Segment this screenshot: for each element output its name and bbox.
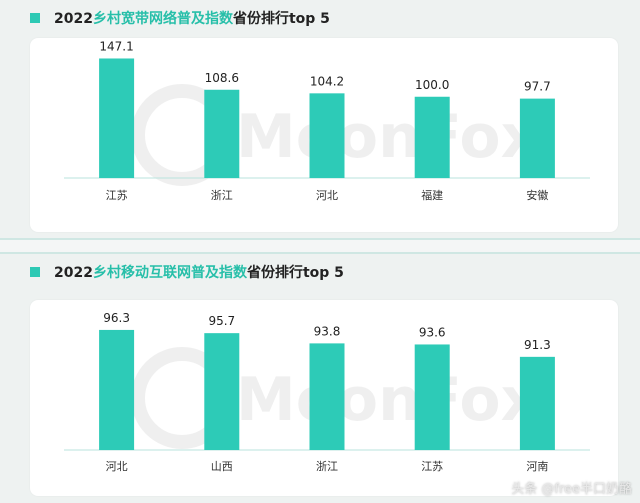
bar-chart-broadband: MoonFox 147.1 江苏 108.6 浙江 104.2 河北 100.0 福建 97.7 安… bbox=[64, 39, 590, 202]
data-label: 93.8 bbox=[314, 324, 341, 338]
bar-河北 bbox=[309, 93, 345, 178]
bar-浙江 bbox=[309, 343, 345, 450]
category-label: 河北 bbox=[106, 460, 128, 473]
bar-河南 bbox=[519, 356, 555, 450]
title-highlight: 乡村宽带网络普及指数 bbox=[92, 11, 233, 27]
bar-江苏 bbox=[414, 344, 450, 450]
watermark-logo: MoonFox bbox=[131, 347, 539, 449]
category-label: 河南 bbox=[526, 460, 548, 473]
chart-card: MoonFox 96.3 河北 95.7 山西 93.8 浙江 93.6 江苏 91.3 河南 bbox=[30, 300, 618, 496]
title-suffix: 省份排行top 5 bbox=[246, 265, 344, 281]
category-label: 河北 bbox=[316, 189, 338, 202]
category-label: 浙江 bbox=[316, 460, 338, 473]
data-label: 91.3 bbox=[524, 338, 551, 352]
watermark-text: MoonFox bbox=[236, 365, 539, 435]
bar-浙江 bbox=[204, 89, 240, 178]
chart-title-bar: 2022乡村移动互联网普及指数省份排行top 5 bbox=[30, 262, 344, 282]
chart-title: 2022乡村宽带网络普及指数省份排行top 5 bbox=[54, 8, 330, 28]
bar-chart-mobile: MoonFox 96.3 河北 95.7 山西 93.8 浙江 93.6 江苏 91.3 河南 bbox=[64, 311, 590, 473]
data-label: 95.7 bbox=[208, 314, 235, 328]
bar-山西 bbox=[204, 333, 240, 450]
category-label: 安徽 bbox=[526, 188, 548, 202]
watermark-text: MoonFox bbox=[236, 102, 539, 172]
category-label: 浙江 bbox=[211, 189, 233, 202]
chart-panel-broadband: 2022乡村宽带网络普及指数省份排行top 5 MoonFox 147.1 江苏 10… bbox=[0, 0, 640, 240]
data-label: 97.7 bbox=[524, 80, 551, 94]
title-suffix: 省份排行top 5 bbox=[232, 11, 330, 27]
category-label: 江苏 bbox=[106, 189, 128, 202]
data-label: 93.6 bbox=[419, 325, 446, 339]
category-label: 江苏 bbox=[421, 460, 443, 473]
data-label: 100.0 bbox=[415, 78, 449, 92]
title-prefix: 2022 bbox=[54, 265, 93, 281]
category-label: 山西 bbox=[211, 460, 233, 473]
bar-江苏 bbox=[99, 58, 135, 179]
title-marker bbox=[30, 13, 40, 23]
data-label: 108.6 bbox=[205, 71, 239, 85]
footer-watermark: 头条 @free半口奶酪 bbox=[511, 482, 632, 497]
chart-card: MoonFox 147.1 江苏 108.6 浙江 104.2 河北 100.0 福建 97.7 安… bbox=[30, 38, 618, 232]
bar-河北 bbox=[99, 329, 135, 450]
title-marker bbox=[30, 267, 40, 277]
title-highlight: 乡村移动互联网普及指数 bbox=[92, 265, 247, 281]
category-label: 福建 bbox=[421, 188, 443, 202]
chart-panel-mobile: 2022乡村移动互联网普及指数省份排行top 5 MoonFox 96.3 河北 95… bbox=[0, 252, 640, 503]
data-label: 96.3 bbox=[103, 311, 130, 325]
data-label: 147.1 bbox=[99, 39, 133, 53]
data-label: 104.2 bbox=[310, 74, 344, 88]
bar-福建 bbox=[414, 96, 450, 178]
watermark-logo: MoonFox bbox=[131, 84, 539, 186]
title-prefix: 2022 bbox=[54, 11, 93, 27]
chart-title: 2022乡村移动互联网普及指数省份排行top 5 bbox=[54, 262, 344, 282]
chart-title-bar: 2022乡村宽带网络普及指数省份排行top 5 bbox=[30, 8, 330, 28]
bar-安徽 bbox=[519, 98, 555, 178]
